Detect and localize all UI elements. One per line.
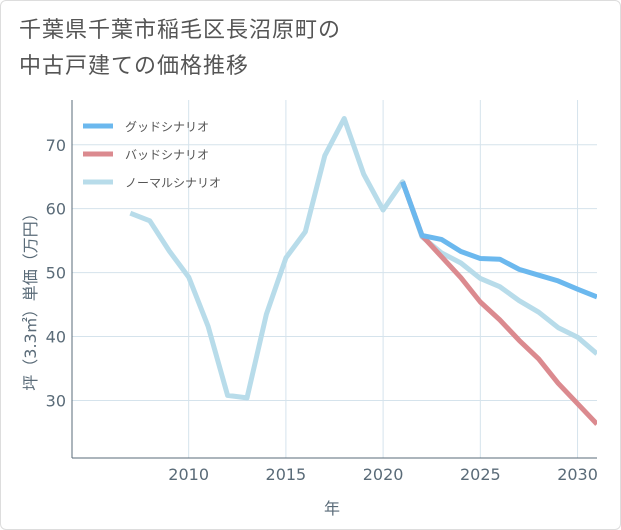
- y-tick-label: 40: [46, 328, 66, 347]
- legend-label: バッドシナリオ: [125, 148, 209, 162]
- chart-title-line2: 中古戸建ての価格推移: [19, 54, 250, 79]
- legend-item-normal[interactable]: ノーマルシナリオ: [83, 176, 221, 190]
- x-tick-label: 2025: [460, 465, 501, 484]
- axes: [71, 100, 597, 459]
- series-lines: [129, 116, 597, 426]
- series-line-bad: [400, 180, 597, 426]
- legend-item-bad[interactable]: バッドシナリオ: [83, 148, 209, 162]
- chart-title-line1: 千葉県千葉市稲毛区長沼原町の: [19, 18, 342, 43]
- y-tick-label: 30: [46, 391, 66, 410]
- chart-title: 千葉県千葉市稲毛区長沼原町の 中古戸建ての価格推移: [19, 13, 341, 85]
- legend-label: グッドシナリオ: [125, 120, 209, 134]
- x-tick-label: 2030: [557, 465, 598, 484]
- y-tick-label: 70: [46, 136, 66, 155]
- x-tick-label: 2020: [363, 465, 404, 484]
- series-line-good: [400, 180, 597, 300]
- x-tick-label: 2015: [266, 465, 307, 484]
- x-axis-label: 年: [324, 499, 340, 518]
- legend-item-good[interactable]: グッドシナリオ: [83, 120, 209, 134]
- x-tick-label: 2010: [168, 465, 209, 484]
- tick-labels: 2010 2015 2020 2025 2030 30 40 50 60 70: [46, 136, 598, 484]
- y-tick-label: 60: [46, 200, 66, 219]
- legend-label: ノーマルシナリオ: [125, 176, 221, 190]
- series-line-normal: [129, 116, 597, 401]
- y-tick-label: 50: [46, 264, 66, 283]
- y-axis-label: 坪（3.3㎡）単価（万円）: [21, 205, 40, 390]
